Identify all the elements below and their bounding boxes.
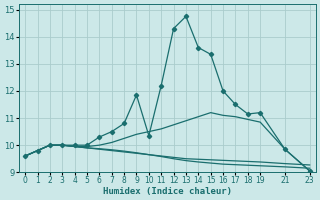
X-axis label: Humidex (Indice chaleur): Humidex (Indice chaleur) <box>103 187 232 196</box>
